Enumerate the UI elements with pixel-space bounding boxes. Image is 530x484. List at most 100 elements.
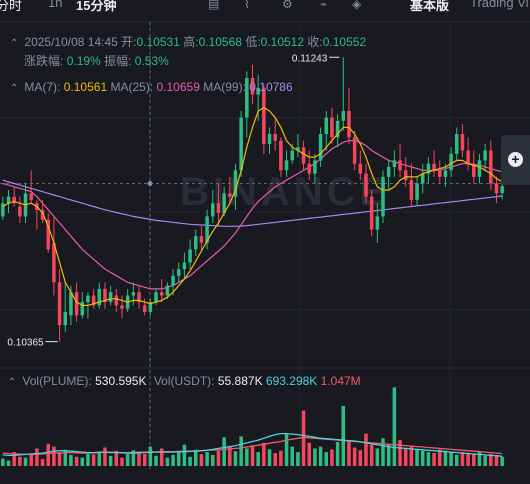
- vol-usdt-value: 55.887K: [217, 374, 263, 388]
- collapse-chevron-icon[interactable]: ⌃: [10, 38, 19, 49]
- volume-bar: [279, 450, 283, 466]
- candle: [131, 292, 136, 296]
- indicator-icon[interactable]: ▤: [208, 0, 220, 11]
- candle: [262, 87, 266, 144]
- candle: [477, 160, 482, 177]
- candle: [80, 302, 85, 316]
- volume-bar: [154, 455, 158, 466]
- volume-bar: [426, 452, 431, 466]
- drawing-icon[interactable]: ⌁: [320, 0, 328, 11]
- max-price-label: 0.11243: [292, 53, 328, 64]
- close-label: 收:: [307, 35, 323, 49]
- volume-bar: [386, 443, 391, 466]
- volume-bar: [375, 448, 380, 466]
- high-label: 高:: [183, 35, 199, 49]
- open-value: 0.10531: [136, 35, 180, 49]
- volume-bar: [250, 445, 255, 466]
- tab-interval-1h[interactable]: 1h: [48, 0, 63, 10]
- volume-bar: [472, 453, 476, 466]
- ma7-label: MA(7):: [24, 80, 61, 94]
- volume-bar: [381, 438, 385, 466]
- candle: [171, 275, 175, 286]
- ma-chevron-icon[interactable]: ⌃: [10, 83, 19, 94]
- candle: [500, 186, 504, 194]
- volume-bar: [29, 453, 33, 466]
- volume-bar: [125, 453, 130, 466]
- candle: [250, 78, 255, 95]
- candle: [103, 288, 107, 303]
- volume-bar: [437, 449, 442, 466]
- volume-bar: [466, 453, 470, 466]
- volume-bar: [290, 446, 294, 466]
- candle: [91, 295, 96, 306]
- candle: [52, 242, 56, 283]
- tab-interval-15m[interactable]: 15分钟: [76, 0, 117, 13]
- volume-bar: [347, 440, 351, 466]
- candle: [290, 150, 294, 161]
- add-panel-button[interactable]: +: [501, 135, 530, 185]
- volume-bar: [420, 450, 425, 466]
- volume-bar: [176, 452, 181, 466]
- volume-bar: [114, 450, 119, 466]
- volume-bar: [398, 440, 402, 466]
- open-label: 开:: [121, 35, 137, 49]
- volume-bar: [63, 449, 68, 466]
- candle: [284, 160, 289, 171]
- volume-bar: [403, 448, 408, 466]
- volume-bar: [91, 454, 96, 466]
- candle: [472, 163, 476, 177]
- candle: [188, 249, 192, 263]
- candle: [108, 292, 113, 303]
- ma25-line: [2, 140, 503, 290]
- volume-bar: [341, 405, 346, 466]
- settings-icon[interactable]: ⚙: [282, 0, 293, 11]
- volume-bar: [148, 446, 153, 466]
- volume-legend: ⌃ Vol(PLUME): 530.595K Vol(USDT): 55.887K…: [8, 374, 361, 388]
- candle: [483, 150, 487, 161]
- candle: [12, 196, 16, 204]
- candle: [386, 166, 391, 177]
- candle: [165, 285, 170, 296]
- volume-chevron-icon[interactable]: ⌃: [8, 377, 17, 388]
- volume-bar: [18, 456, 22, 466]
- more-icon[interactable]: ◈: [352, 0, 362, 11]
- vol-plume-value: 530.595K: [95, 374, 147, 388]
- candle: [57, 282, 62, 326]
- amplitude-value: 0.53%: [134, 54, 169, 68]
- candle: [216, 203, 221, 214]
- tab-trading-view[interactable]: Trading Vi: [470, 0, 529, 10]
- crosshair-dot: [147, 180, 153, 186]
- candle: [193, 236, 198, 250]
- change-value: 0.19%: [66, 54, 101, 68]
- volume-bar: [46, 443, 50, 466]
- volume-bar: [182, 444, 187, 466]
- tab-time-sharing[interactable]: 分时: [0, 0, 23, 13]
- volume-bar: [211, 454, 215, 466]
- candle: [279, 140, 283, 171]
- candle: [330, 117, 334, 138]
- candle: [426, 163, 431, 174]
- candle: [296, 147, 300, 151]
- change-legend: 涨跌幅: 0.19% 振幅: 0.53%: [24, 52, 169, 69]
- candle: [369, 196, 374, 230]
- tab-basic-view[interactable]: 基本版: [410, 0, 450, 13]
- volume-bar: [284, 433, 289, 466]
- candle: [375, 216, 380, 230]
- volume-bar: [131, 450, 136, 466]
- high-value: 0.10568: [198, 35, 242, 49]
- volume-bar: [35, 448, 39, 466]
- volume-bar: [273, 453, 277, 466]
- volume-bar: [233, 451, 238, 466]
- min-price-label: 0.10365: [7, 338, 44, 349]
- volume-bar: [97, 452, 102, 466]
- candle: [199, 236, 204, 243]
- candle: [381, 176, 385, 217]
- volume-bar: [392, 387, 397, 466]
- chart-type-icon[interactable]: ⌇: [244, 0, 250, 11]
- candle: [97, 288, 102, 306]
- volume-bar: [216, 450, 221, 466]
- candle: [352, 137, 357, 164]
- candle: [233, 170, 238, 197]
- volume-bar: [500, 456, 504, 466]
